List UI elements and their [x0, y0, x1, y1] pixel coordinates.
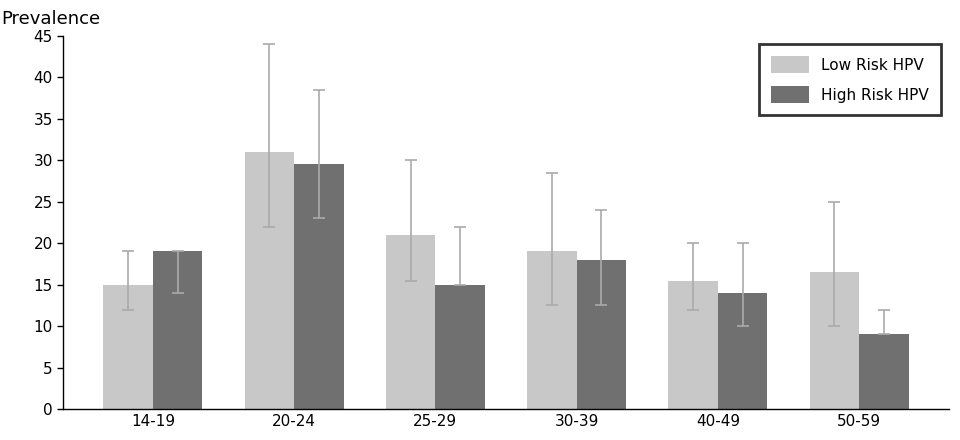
Legend: Low Risk HPV, High Risk HPV: Low Risk HPV, High Risk HPV: [758, 44, 941, 115]
Bar: [718, 293, 767, 409]
Bar: [153, 252, 203, 409]
Bar: [527, 252, 577, 409]
Bar: [809, 272, 859, 409]
Bar: [436, 285, 485, 409]
Bar: [668, 281, 718, 409]
Bar: [577, 260, 626, 409]
Text: Prevalence: Prevalence: [1, 11, 100, 29]
Bar: [386, 235, 436, 409]
Bar: [104, 285, 153, 409]
Bar: [294, 165, 344, 409]
Bar: [245, 152, 294, 409]
Bar: [859, 334, 908, 409]
